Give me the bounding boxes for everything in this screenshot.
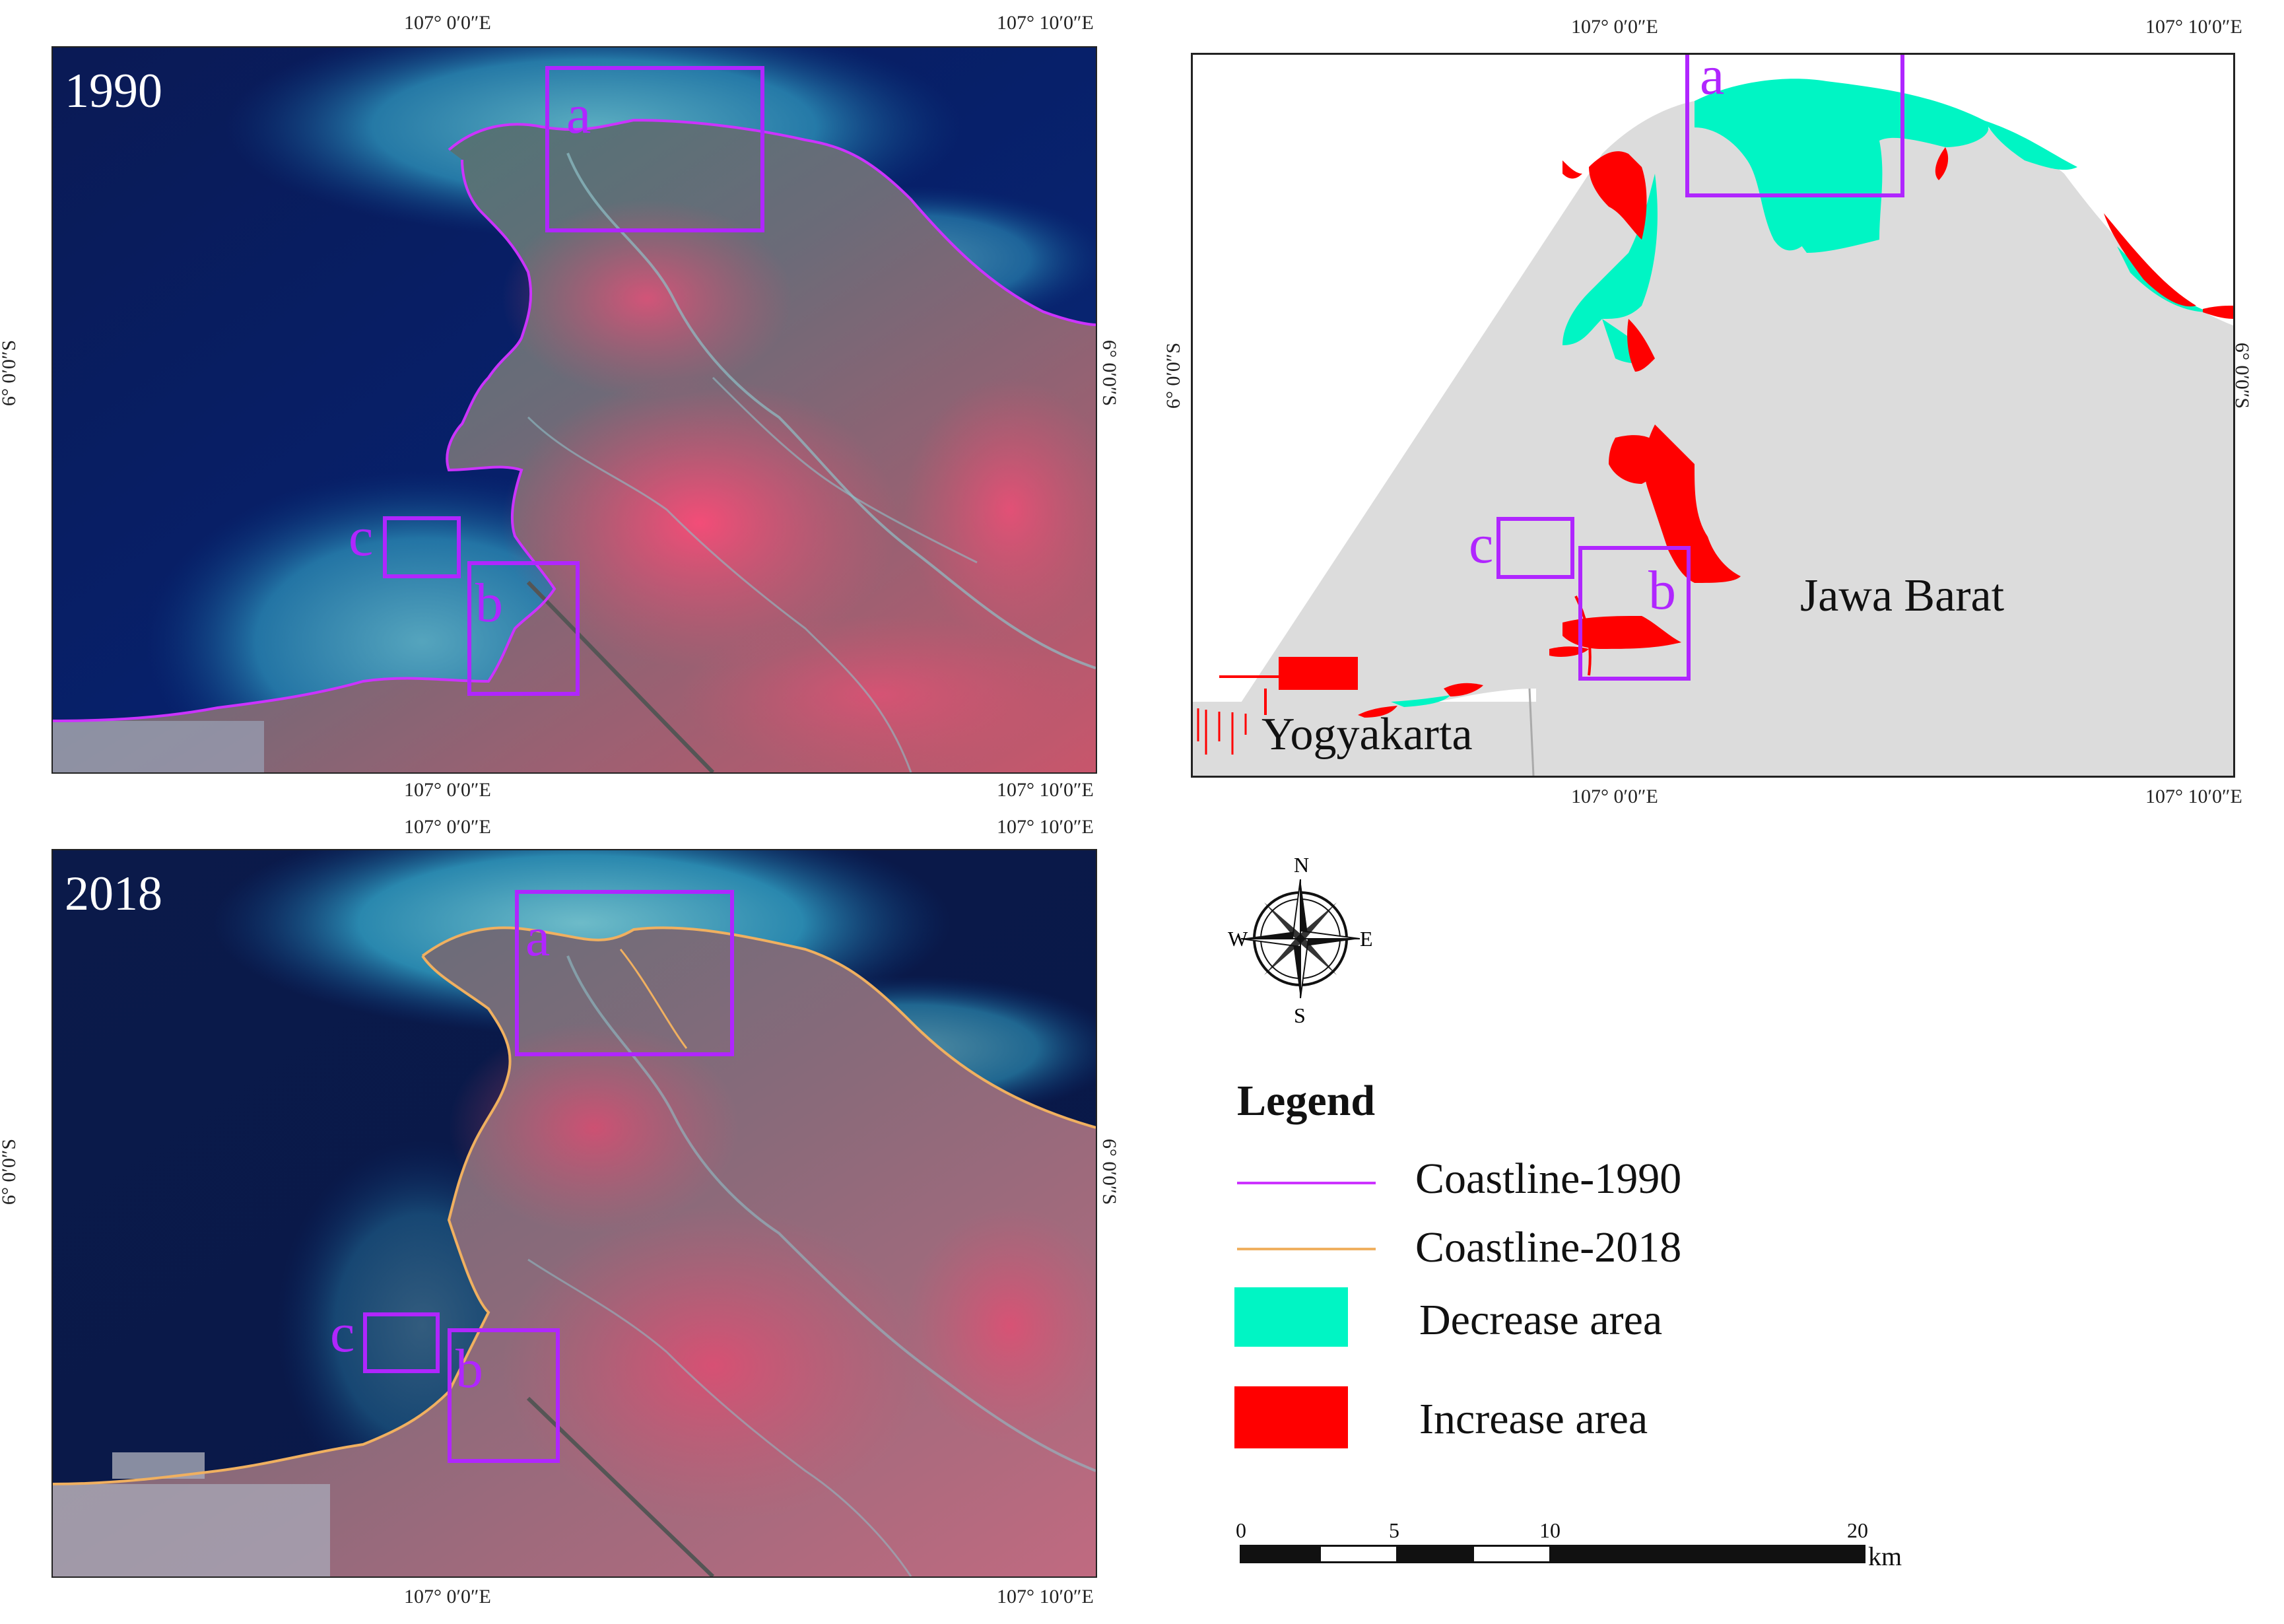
year-label: 2018 xyxy=(65,867,162,921)
box-c xyxy=(1496,517,1574,579)
legend-line-1990 xyxy=(1237,1182,1376,1184)
top-tick-2: 107° 10′0″E xyxy=(997,12,1094,34)
bottom-tick-2: 107° 10′0″E xyxy=(997,1586,1094,1607)
left-lat-tick: 6° 0′0″S xyxy=(0,1138,20,1205)
satellite-map-1990: 1990 a b c xyxy=(51,46,1097,774)
compass-s: S xyxy=(1294,1003,1306,1027)
region-label-jawa-barat: Jawa Barat xyxy=(1800,570,2005,621)
top-tick-1: 107° 0′0″E xyxy=(404,816,491,838)
legend-patch-decrease xyxy=(1234,1287,1348,1347)
box-b xyxy=(467,561,580,696)
bottom-tick-2: 107° 10′0″E xyxy=(2145,786,2242,807)
satellite-map-2018: 2018 a b c xyxy=(51,849,1097,1578)
left-lat-tick: 6° 0′0″S xyxy=(0,339,20,407)
scale-tick-10: 10 xyxy=(1539,1518,1561,1542)
box-b xyxy=(1578,546,1691,681)
legend-line-2018 xyxy=(1237,1248,1376,1250)
box-b xyxy=(448,1328,560,1463)
box-b-label: b xyxy=(455,1338,483,1400)
scale-tick-5: 5 xyxy=(1389,1518,1399,1542)
legend-patch-increase xyxy=(1234,1386,1348,1448)
scale-tick-0: 0 xyxy=(1236,1518,1246,1542)
legend-label-decrease: Decrease area xyxy=(1419,1296,1663,1344)
scale-bar-body xyxy=(1240,1545,1865,1563)
legend-title: Legend xyxy=(1237,1077,1376,1125)
north-arrow: N S W E xyxy=(1228,853,1373,1027)
scale-unit: km xyxy=(1868,1541,1902,1571)
legend-label-1990: Coastline-1990 xyxy=(1415,1155,1682,1203)
box-a xyxy=(515,890,734,1056)
box-c xyxy=(363,1312,440,1373)
box-a-label: a xyxy=(1700,53,1725,106)
top-tick-2: 107° 10′0″E xyxy=(997,816,1094,838)
compass-e: E xyxy=(1360,927,1373,951)
top-tick-1: 107° 0′0″E xyxy=(1571,16,1658,38)
bottom-tick-1: 107° 0′0″E xyxy=(404,1586,491,1607)
left-lat-tick: 6° 0′0″S xyxy=(1162,342,1185,409)
top-tick-1: 107° 0′0″E xyxy=(404,12,491,34)
region-label-yogyakarta: Yogyakarta xyxy=(1261,709,1473,760)
box-c xyxy=(383,516,461,578)
bottom-tick-1: 107° 0′0″E xyxy=(1571,786,1658,807)
right-lat-tick: 6° 0′0″S xyxy=(1098,1138,1121,1205)
box-a xyxy=(1685,55,1904,197)
box-b-label: b xyxy=(1648,560,1676,621)
box-a-label: a xyxy=(566,84,591,145)
compass-n: N xyxy=(1294,853,1310,877)
box-c-label: c xyxy=(1469,514,1494,575)
right-lat-tick: 6° 0′0″S xyxy=(1098,339,1121,407)
box-a xyxy=(545,66,764,232)
legend-label-2018: Coastline-2018 xyxy=(1415,1223,1682,1271)
box-c-label: c xyxy=(330,1303,355,1364)
legend-label-increase: Increase area xyxy=(1419,1395,1648,1443)
scale-bar: 0 5 10 20 km xyxy=(1236,1518,1902,1611)
top-tick-2: 107° 10′0″E xyxy=(2145,16,2242,38)
scale-tick-20: 20 xyxy=(1847,1518,1868,1542)
compass-w: W xyxy=(1228,927,1248,951)
box-b-label: b xyxy=(475,572,503,634)
year-label: 1990 xyxy=(65,64,162,118)
coastline-change-map: a b c Jawa Barat Yogyakarta xyxy=(1191,53,2235,778)
box-a-label: a xyxy=(525,906,551,968)
box-c-label: c xyxy=(349,506,374,568)
bottom-tick-2: 107° 10′0″E xyxy=(997,779,1094,801)
bottom-tick-1: 107° 0′0″E xyxy=(404,779,491,801)
